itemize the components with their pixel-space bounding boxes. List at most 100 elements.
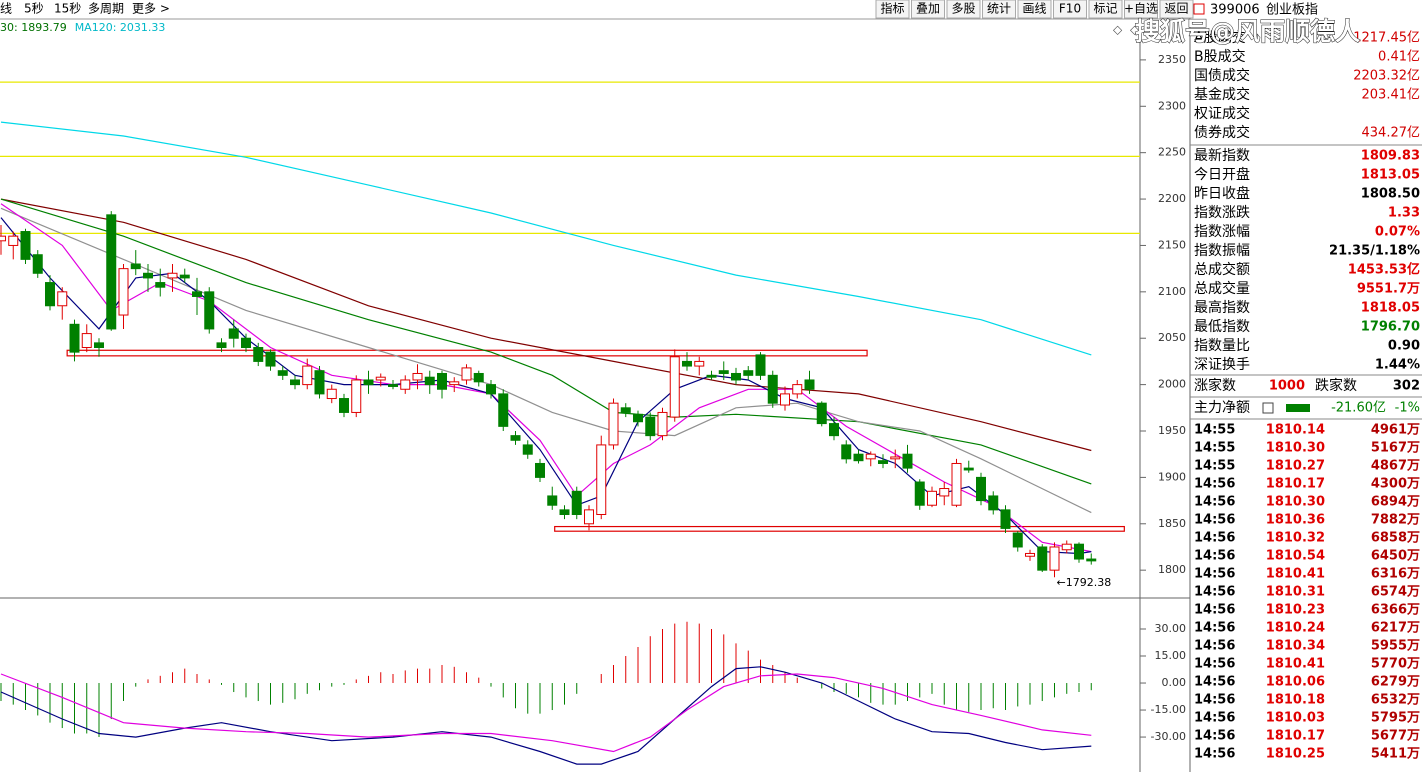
candle-body [339,398,349,413]
trade-volume: 6894万 [1371,495,1420,510]
trade-volume: 6316万 [1371,567,1420,582]
toolbar-button[interactable] [875,0,910,19]
stat-value: -21.60亿 [1331,401,1386,416]
toolbar-button[interactable] [1088,0,1123,19]
trade-time: 14:56 [1194,585,1235,600]
trade-time: 14:56 [1194,549,1235,564]
y-tick-label: 1850 [1158,517,1186,530]
index-code: 399006 [1210,3,1260,18]
candle-body [216,342,227,349]
candle-body [767,374,778,404]
candle-body [841,444,852,460]
candle-body [914,481,925,506]
trade-price: 1810.25 [1266,747,1325,762]
stat-label: 今日开盘 [1194,166,1250,183]
candle-body [437,372,447,390]
toolbar-button-label[interactable]: +自选 [1124,2,1158,16]
trade-price: 1810.32 [1266,531,1325,546]
candle-body [829,423,839,437]
y-tick-label: 2200 [1158,192,1186,205]
trade-time: 14:56 [1194,657,1235,672]
candle-body [461,367,472,381]
toolbar-button-label[interactable]: 指标 [880,1,904,16]
stat-value: -1% [1395,401,1420,416]
candle-body [1037,546,1048,571]
candle-body [486,384,496,395]
toolbar-button-label[interactable]: 返回 [1164,2,1188,16]
trade-volume: 6574万 [1371,585,1420,600]
candle-body [780,393,790,406]
candle-body [290,379,300,386]
candle-body [1025,552,1035,557]
stat-value: 21.35/1.18% [1329,244,1420,259]
stat-label: 指数量比 [1194,338,1250,354]
toolbar-button[interactable] [982,0,1016,19]
candle-body [718,370,729,374]
stat-label: 国债成交 [1194,67,1250,84]
trade-volume: 6217万 [1371,621,1420,636]
toolbar-button[interactable] [946,0,981,19]
period-tab[interactable]: 多周期 [88,2,124,16]
candle-body [816,402,827,425]
candle-body [865,453,876,460]
watermark: 搜狐号@风雨顺德人 [1135,17,1360,46]
candle-body [326,388,337,400]
candle-body [473,372,484,383]
trade-time: 14:56 [1194,567,1235,582]
candle-body [167,272,178,279]
y-tick-label: 1800 [1158,563,1186,576]
toolbar-button-label[interactable]: F10 [1059,2,1081,16]
candle-body [498,393,509,427]
macd-line [0,666,1092,765]
candle-body [400,379,411,390]
toolbar-button[interactable] [1017,0,1052,19]
candle-body [682,360,692,367]
trade-price: 1810.17 [1266,729,1325,744]
candle-body [241,337,251,349]
candle-body [1049,546,1060,571]
trade-time: 14:55 [1194,459,1235,474]
toolbar-button[interactable] [1053,0,1087,19]
candle-body [1012,532,1023,548]
period-tab[interactable]: 15秒 [54,2,81,16]
trade-time: 14:55 [1194,423,1235,438]
layout-icon[interactable]: ◇ [1113,23,1123,37]
candle-body [1061,543,1072,551]
candle-body [657,411,668,437]
toolbar-button[interactable] [911,0,945,19]
toolbar-button-label[interactable]: 多股 [951,2,975,16]
toolbar-button-label[interactable]: 标记 [1093,2,1117,16]
candle-body [596,444,607,516]
candle-body [927,490,937,506]
stat-value: 0.07% [1375,225,1420,240]
y-tick-label: 30.00 [1155,622,1187,635]
trade-price: 1810.41 [1266,657,1325,672]
trade-volume: 5795万 [1371,711,1420,726]
stat-value: 0.41亿 [1378,50,1420,65]
stat-value: 0.90 [1388,339,1420,354]
y-tick-label: 2050 [1158,331,1186,344]
layout-icon[interactable]: ◇ [1130,23,1140,37]
candle-body [412,372,423,381]
candle-body [976,476,986,502]
menu-icon[interactable] [1262,402,1274,414]
trade-volume: 4300万 [1371,477,1420,492]
period-tab[interactable]: 更多 > [132,2,170,16]
ma-legend: 30: 1893.79 [0,21,67,34]
stat-value: 1808.50 [1361,187,1420,202]
period-tab[interactable]: 线 [0,2,12,16]
toolbar-button-label[interactable]: 叠加 [916,2,940,16]
toolbar-button-label[interactable]: 统计 [987,2,1011,16]
trade-time: 14:56 [1194,729,1235,744]
toolbar-button[interactable] [1159,0,1194,19]
candle-body [645,416,656,437]
toolbar-button[interactable] [1124,0,1158,19]
candle-body [694,360,705,367]
period-tab[interactable]: 5秒 [24,2,44,16]
candle-body [988,495,999,511]
trade-time: 14:56 [1194,747,1235,762]
toolbar-button-label[interactable]: 画线 [1022,2,1046,16]
trade-time: 14:56 [1194,513,1235,528]
candle-body [792,384,803,395]
